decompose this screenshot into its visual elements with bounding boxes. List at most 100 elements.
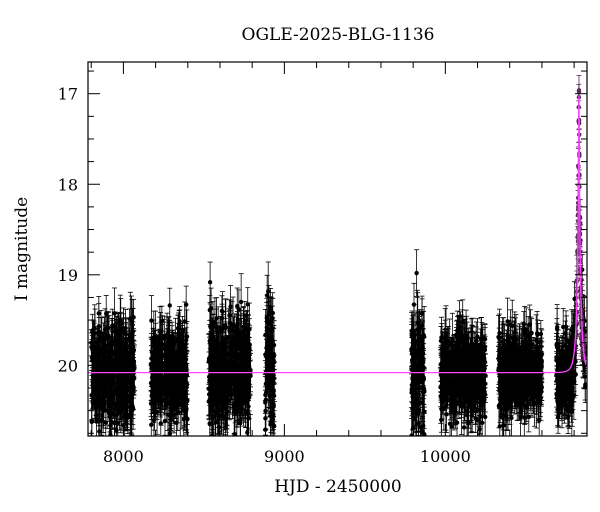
data-point (149, 422, 154, 427)
data-point (157, 365, 163, 370)
data-point (181, 381, 186, 386)
data-point (243, 387, 248, 392)
data-point (151, 339, 156, 345)
data-point (169, 356, 175, 361)
data-point (106, 325, 111, 331)
data-point (154, 364, 159, 370)
data-point (158, 421, 163, 426)
data-point (112, 390, 117, 395)
data-point (117, 410, 122, 415)
data-point (174, 420, 179, 425)
data-point (89, 418, 95, 423)
data-layer (88, 75, 587, 465)
data-point (156, 353, 161, 359)
data-point (211, 334, 216, 340)
data-point (150, 350, 156, 355)
data-point (208, 324, 213, 329)
data-point (119, 406, 125, 411)
y-axis-label: I magnitude (12, 197, 32, 301)
data-point (160, 360, 165, 366)
data-point (213, 420, 218, 425)
data-point (100, 346, 106, 352)
data-point (207, 307, 213, 313)
data-point (183, 391, 189, 396)
data-point (181, 407, 187, 413)
data-point (156, 390, 162, 396)
data-point (114, 332, 119, 337)
data-point (223, 461, 227, 465)
data-point (90, 347, 95, 353)
data-point (122, 350, 127, 355)
data-point (165, 412, 171, 417)
data-point (238, 299, 244, 305)
data-point (223, 377, 228, 383)
data-point (245, 343, 250, 348)
data-point (168, 439, 172, 443)
data-point (128, 356, 134, 361)
data-point (207, 396, 213, 402)
data-point (149, 318, 154, 323)
data-point (218, 380, 224, 385)
data-point (236, 332, 241, 338)
data-point (165, 339, 171, 345)
data-point (218, 342, 223, 348)
data-point (223, 414, 228, 419)
data-point (170, 362, 176, 368)
data-point (153, 388, 158, 393)
data-point (207, 421, 212, 426)
data-point (239, 355, 244, 361)
data-point (117, 373, 122, 378)
data-point (159, 345, 165, 351)
data-point (222, 337, 228, 343)
data-point (207, 280, 213, 285)
data-point (121, 330, 126, 335)
data-point (92, 326, 97, 331)
data-point (247, 367, 252, 372)
data-point (101, 390, 106, 396)
data-point (183, 362, 189, 367)
data-point (162, 418, 168, 424)
data-point (128, 344, 133, 350)
data-point (105, 336, 111, 341)
data-point (115, 421, 120, 426)
data-point (179, 389, 184, 394)
data-point (226, 334, 231, 340)
data-point (241, 328, 247, 333)
data-point (236, 390, 241, 396)
data-point (238, 341, 243, 347)
data-point (96, 394, 101, 399)
data-point (235, 385, 240, 391)
data-point (115, 386, 120, 392)
data-point (129, 319, 134, 324)
chart-title: OGLE-2025-BLG-1136 (242, 25, 435, 45)
data-point (166, 377, 171, 382)
data-point (207, 357, 212, 363)
data-point (173, 397, 179, 402)
data-point (167, 303, 172, 308)
data-point (110, 323, 115, 328)
data-point (214, 338, 220, 344)
data-point (96, 357, 101, 362)
x-axis-label: HJD - 2450000 (274, 477, 402, 497)
data-point (210, 376, 216, 381)
data-point (167, 431, 173, 436)
data-point (215, 405, 220, 410)
data-point (129, 407, 134, 413)
data-point (91, 376, 97, 381)
data-point (216, 347, 222, 353)
data-point (168, 402, 174, 407)
data-point (238, 420, 243, 426)
data-point (170, 383, 175, 388)
data-point (213, 366, 218, 372)
data-point (210, 433, 215, 436)
data-point (234, 337, 240, 343)
data-point (109, 342, 114, 347)
data-point (184, 334, 190, 339)
data-point (229, 354, 234, 359)
data-point (163, 366, 169, 371)
data-point (151, 400, 157, 405)
data-point (150, 363, 155, 368)
data-point (232, 379, 237, 385)
data-point (94, 364, 99, 369)
